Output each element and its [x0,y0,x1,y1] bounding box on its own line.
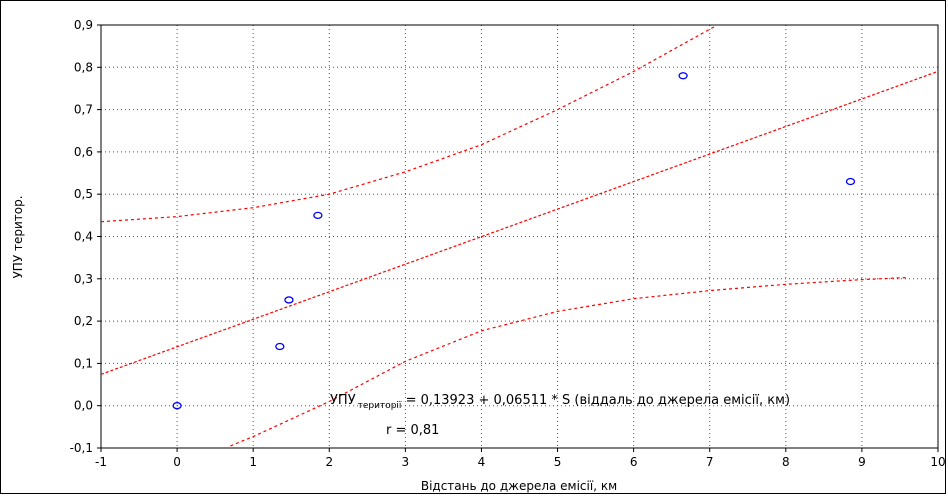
y-tick-label: 0,2 [74,314,93,328]
y-tick-label: 0,8 [74,60,93,74]
regression-equation: УПУ території = 0,13923 + 0,06511 * S (ві… [330,393,790,411]
confidence-band-upper [101,25,719,223]
data-point [678,72,688,80]
correlation-coefficient: r = 0,81 [386,423,439,438]
y-tick-label: 0,7 [74,103,93,117]
plot-area [100,24,939,449]
equation-rest: = 0,13923 + 0,06511 * S (віддаль до джер… [401,393,790,408]
equation-subscript: території [358,401,402,411]
y-tick-label: 0,3 [74,272,93,286]
x-tick-label: 4 [478,455,486,469]
x-tick-label: 10 [930,455,945,469]
data-point [313,211,323,220]
y-tick-label: 0,5 [74,187,93,201]
data-point [172,402,182,410]
x-tick-label: 2 [325,455,333,469]
y-axis-label: УПУ територ. [11,195,25,278]
x-tick-label: 1 [249,455,257,469]
x-axis-label: Відстань до джерела емісії, км [421,479,617,493]
y-tick-label: 0,1 [74,356,93,370]
y-tick-label: -0,1 [70,441,93,455]
confidence-band-lower [230,276,908,447]
x-tick-label: 5 [554,455,562,469]
axis-ticks: -1 0 1 2 3 4 5 6 7 8 9 10 -0,1 0,0 0,1 0,2 0,3 0,4 0,5 0,6 0… [70,18,946,469]
data-point [275,342,285,351]
grid-lines [101,25,938,448]
x-tick-label: 6 [630,455,638,469]
y-tick-label: 0,6 [74,145,93,159]
x-tick-label: -1 [95,455,107,469]
data-point [284,296,294,304]
y-tick-label: 0,4 [74,230,93,244]
y-tick-label: 0,9 [74,18,93,32]
x-tick-label: 0 [173,455,181,469]
x-tick-label: 7 [706,455,714,469]
x-tick-label: 9 [858,455,866,469]
data-point [845,177,856,186]
x-tick-label: 8 [782,455,790,469]
regression-line [101,70,938,375]
equation-main: УПУ [330,393,356,408]
series-layer [101,25,938,447]
x-tick-label: 3 [402,455,410,469]
y-tick-label: 0,0 [74,399,93,413]
